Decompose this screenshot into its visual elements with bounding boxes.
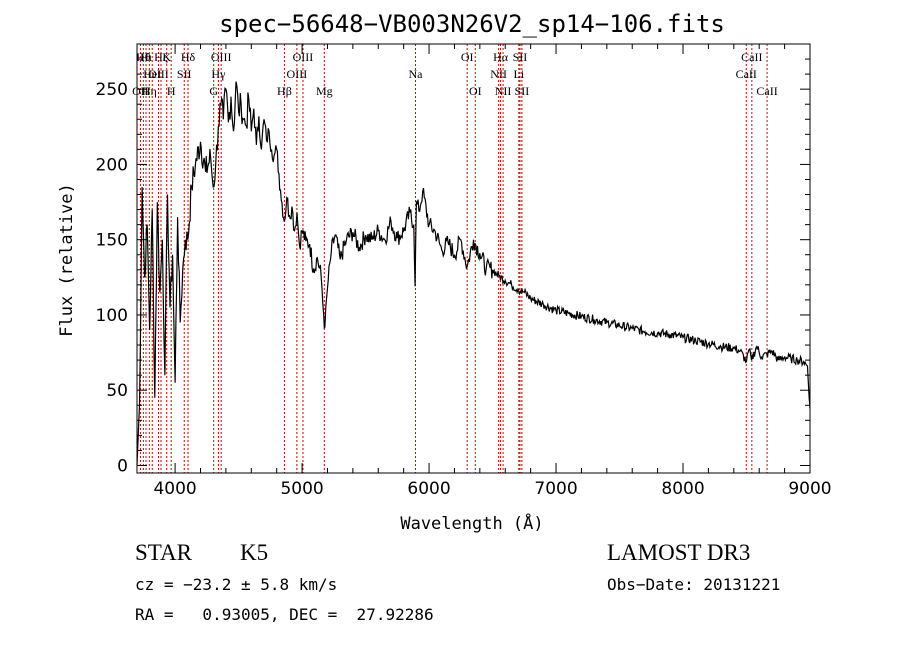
spectral-line-label: Hγ [211, 67, 226, 81]
spectral-line-markers [139, 44, 768, 473]
object-subclass: K5 [240, 540, 268, 565]
x-tick-label: 4000 [153, 479, 196, 499]
spectral-line-label: OIII [211, 50, 232, 64]
spectrum-line [136, 81, 811, 466]
spectral-line-label: Li [513, 67, 524, 81]
obs-date-text: Obs−Date: 20131221 [607, 575, 780, 594]
spectral-line-label: Hθ [136, 50, 151, 64]
spectral-line-label: OI [461, 50, 474, 64]
spectral-line-label: NII [495, 84, 512, 98]
redshift-text: cz = −23.2 ± 5.8 km/s [135, 575, 337, 594]
spectral-line-label: CaII [741, 50, 762, 64]
chart-title: spec−56648−VB003N26V2_sp14−106.fits [219, 10, 725, 38]
spectral-line-label: CaII [756, 84, 777, 98]
x-tick-label: 9000 [788, 479, 831, 499]
coordinates-text: RA = 0.93005, DEC = 27.92286 [135, 605, 434, 624]
y-axis-ticks: 0 50 100 150 200 250 [96, 58, 810, 476]
spectral-line-label: K [162, 50, 171, 64]
spectral-line-label: OII [132, 84, 149, 98]
y-tick-label: 50 [106, 381, 128, 401]
y-tick-label: 200 [96, 155, 128, 175]
spectral-line-label: Hη [142, 84, 157, 98]
spectral-line-label: SII [515, 84, 530, 98]
spectral-line-label: G [209, 84, 218, 98]
y-tick-label: 100 [96, 306, 128, 326]
spectral-line-label: Hα [493, 50, 509, 64]
spectral-line-label: HeI [143, 67, 161, 81]
spectral-line-label: NII [490, 67, 507, 81]
spectral-line-label: Na [408, 67, 423, 81]
spectral-line-label: Hβ [277, 84, 292, 98]
x-axis-ticks: 4000 5000 6000 7000 8000 9000 [153, 44, 832, 499]
spectral-line-label: OIII [148, 67, 169, 81]
spectral-line-label: OIII [287, 67, 308, 81]
y-tick-label: 150 [96, 231, 128, 251]
spectral-line-label: OI [469, 84, 482, 98]
x-tick-label: 5000 [280, 479, 323, 499]
x-axis-label: Wavelength (Å) [400, 512, 543, 534]
y-tick-label: 0 [117, 456, 128, 476]
plot-frame [136, 43, 811, 474]
spectral-line-label: CaII [736, 67, 757, 81]
x-tick-label: 6000 [407, 479, 450, 499]
spectral-line-labels: OIIHθHιHηHeIOIIIHζKHSIIHδGHγOIIIHβOIIIOI… [132, 50, 778, 98]
spectral-line-label: SII [513, 50, 528, 64]
spectral-line-label: OIII [293, 50, 314, 64]
x-tick-label: 7000 [534, 479, 577, 499]
y-axis-label: Flux (relative) [57, 183, 77, 337]
survey-name: LAMOST DR3 [607, 540, 750, 565]
spectral-line-label: Hδ [181, 50, 196, 64]
object-class: STAR [135, 540, 193, 565]
x-tick-label: 8000 [661, 479, 704, 499]
spectral-line-label: Hι [140, 50, 153, 64]
spectral-line-label: H [167, 84, 176, 98]
spectral-line-label: Mg [316, 84, 333, 98]
spectral-line-label: SII [177, 67, 192, 81]
spectral-line-label: Hζ [154, 50, 168, 64]
y-tick-label: 250 [96, 80, 128, 100]
